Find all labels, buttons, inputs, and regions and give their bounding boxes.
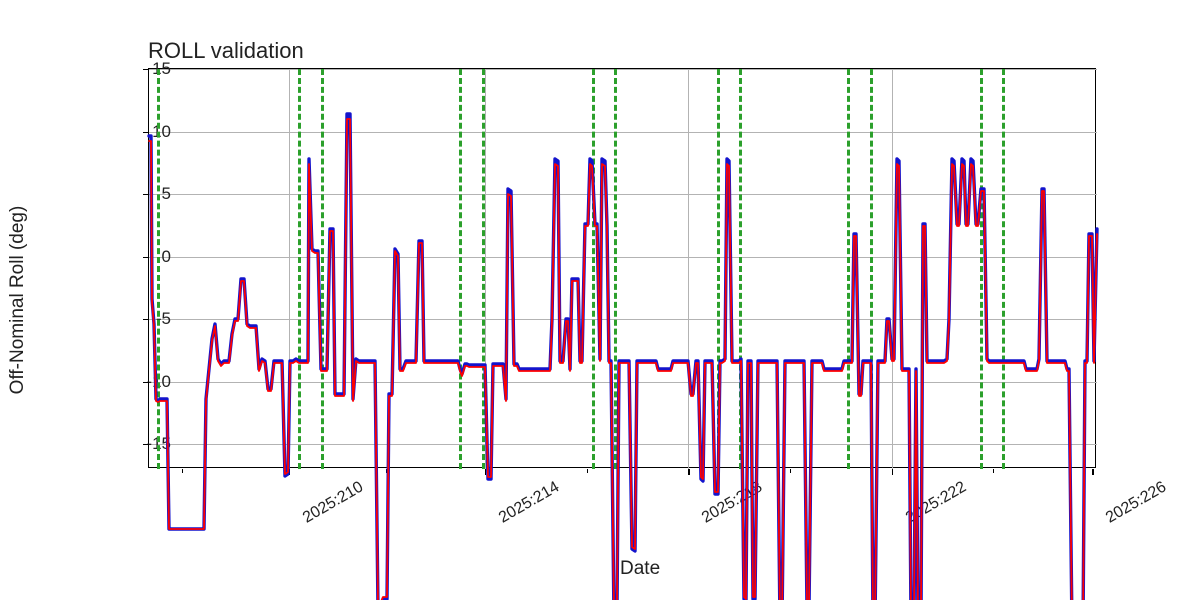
x-minor-tick	[587, 469, 588, 473]
x-axis-label: Date	[620, 558, 660, 580]
x-minor-tick	[993, 469, 994, 473]
plot-area[interactable]: 15 10 5 0 -5 -10 -15 2025:210 2025:214 2…	[148, 68, 1096, 468]
x-tick-mark	[485, 469, 486, 475]
x-tick-label: 2025:210	[300, 478, 367, 527]
roll-data-trace	[149, 69, 1097, 469]
x-tick-label: 2025:214	[496, 478, 563, 527]
x-minor-tick	[182, 469, 183, 473]
y-axis-label: Off-Nominal Roll (deg)	[7, 206, 29, 395]
x-tick-mark	[688, 469, 689, 475]
x-minor-tick	[790, 469, 791, 473]
chart-title: ROLL validation	[148, 38, 304, 64]
x-minor-tick	[386, 469, 387, 473]
roll-validation-chart: ROLL validation Off-Nominal Roll (deg) D…	[0, 0, 1200, 600]
x-tick-label: 2025:226	[1103, 478, 1170, 527]
x-tick-label: 2025:222	[903, 478, 970, 527]
x-tick-mark	[892, 469, 893, 475]
x-tick-mark	[1092, 469, 1093, 475]
